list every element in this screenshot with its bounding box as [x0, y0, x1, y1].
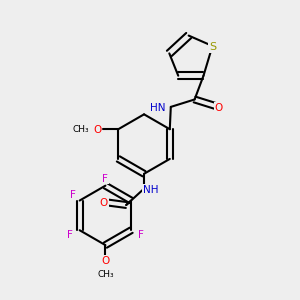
Text: F: F — [70, 190, 76, 200]
Text: NH: NH — [143, 184, 158, 195]
Text: CH₃: CH₃ — [73, 125, 89, 134]
Text: O: O — [101, 256, 110, 266]
Text: HN: HN — [150, 103, 166, 113]
Text: F: F — [68, 230, 73, 240]
Text: F: F — [138, 230, 143, 240]
Text: O: O — [93, 125, 102, 135]
Text: F: F — [103, 174, 108, 184]
Text: CH₃: CH₃ — [97, 270, 114, 279]
Text: O: O — [100, 198, 108, 208]
Text: O: O — [214, 103, 223, 113]
Text: S: S — [209, 42, 216, 52]
